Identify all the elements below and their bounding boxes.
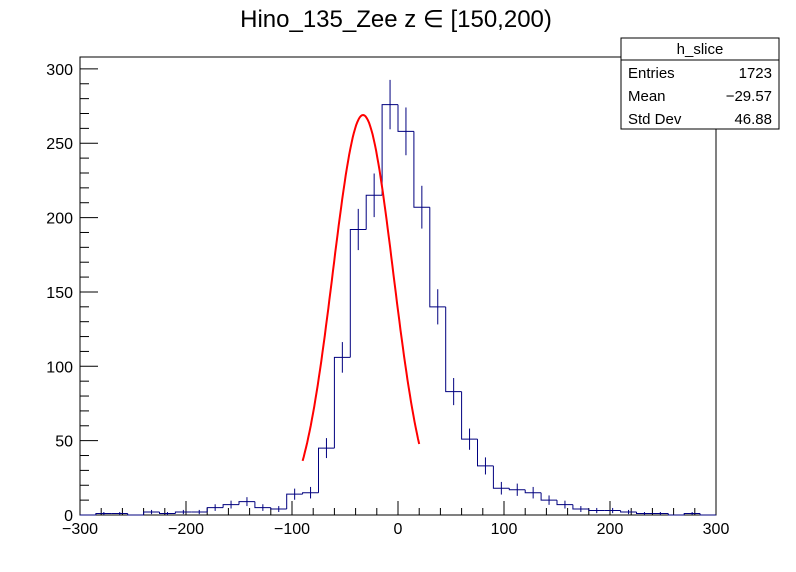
histogram-bin [365, 194, 383, 230]
x-tick-label: 200 [597, 521, 624, 538]
histogram-bin [588, 509, 605, 512]
stats-box: h_slice Entries 1723 Mean −29.57 Std Dev… [620, 37, 780, 130]
histogram-bin [95, 513, 112, 515]
stats-stddev-value: 46.88 [734, 111, 772, 128]
histogram-bin [270, 507, 287, 510]
x-tick-label: 300 [703, 521, 730, 538]
y-axis: 0 50 100 150 200 250 300 [46, 62, 98, 525]
histogram-bin [699, 513, 716, 516]
histogram-bin [461, 391, 478, 440]
histogram-bin [143, 511, 160, 515]
histogram-bin [159, 512, 176, 515]
histogram-bin [318, 447, 335, 493]
histogram-bin [333, 356, 351, 449]
histogram-bin [477, 439, 494, 467]
histogram-bin [206, 507, 224, 513]
chart-title: Hino_135_Zee z ∈ [150,200) [240, 6, 552, 33]
histogram-bin [572, 504, 589, 510]
x-tick-label: −300 [62, 521, 98, 538]
histogram-bin [492, 465, 510, 489]
histogram-bin [508, 488, 526, 491]
histogram-bin [667, 513, 685, 516]
histogram-bin [174, 511, 192, 514]
histogram-bin [429, 207, 446, 308]
histogram-bins [80, 104, 716, 516]
histogram-bin [413, 131, 430, 208]
histogram-bin [349, 228, 367, 358]
histogram-bin [540, 492, 557, 501]
histogram-bin [620, 510, 637, 513]
histogram-bin [636, 512, 653, 515]
y-tick-label: 100 [46, 359, 73, 376]
histogram-bin [556, 500, 573, 506]
error-bars [103, 79, 693, 515]
histogram-bin [238, 501, 255, 505]
stats-box-frame [620, 37, 780, 130]
y-tick-label: 200 [46, 211, 73, 228]
stats-entries-label: Entries [628, 65, 675, 82]
x-tick-label: −200 [168, 521, 204, 538]
stats-mean-value: −29.57 [726, 88, 772, 105]
y-tick-label: 150 [46, 285, 73, 302]
stats-box-title: h_slice [677, 41, 724, 58]
histogram-bin [127, 513, 144, 516]
histogram-bin [302, 492, 319, 495]
histogram-bin [222, 504, 239, 508]
histogram-bin [683, 513, 701, 515]
gaussian-fit-curve [301, 113, 421, 462]
y-tick-label: 300 [46, 62, 73, 79]
y-tick-label: 250 [46, 136, 73, 153]
x-axis: −300 −200 −100 0 100 200 300 [62, 501, 729, 538]
stats-entries-value: 1723 [739, 65, 772, 82]
histogram-bin [397, 104, 414, 132]
stats-mean-label: Mean [628, 88, 666, 105]
y-tick-label: 0 [64, 508, 73, 525]
histogram-bin [381, 104, 398, 196]
histogram-bin [286, 493, 303, 510]
x-tick-label: 100 [491, 521, 518, 538]
x-tick-label: −100 [274, 521, 310, 538]
stats-stddev-label: Std Dev [628, 111, 682, 128]
y-tick-label: 50 [55, 434, 73, 451]
x-tick-label: 0 [394, 521, 403, 538]
histogram-bin [445, 306, 462, 393]
histogram-bin [254, 501, 271, 509]
histogram-bin [524, 489, 542, 494]
